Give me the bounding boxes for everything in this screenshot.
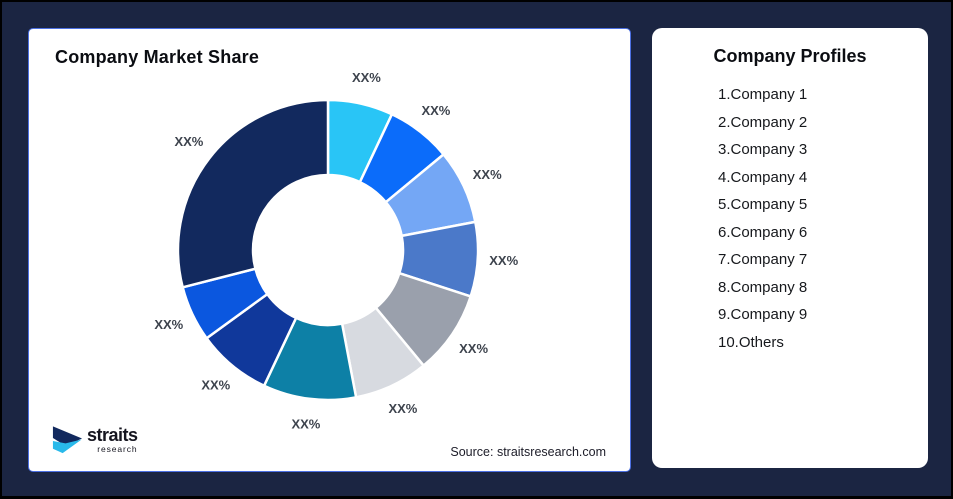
company-profiles-card: Company Profiles 1.Company 1 2.Company 2 3… bbox=[652, 28, 928, 468]
slice-value-label: XX% bbox=[291, 417, 320, 432]
profile-list-item: 5.Company 5 bbox=[718, 196, 808, 213]
logo-subtitle: research bbox=[97, 444, 138, 455]
market-share-donut-chart: XX% XX% XX% XX% XX% XX% XX% XX% XX% XX% bbox=[154, 70, 518, 432]
market-share-card: Company Market Share XX% XX% XX% XX% XX% XX% X… bbox=[28, 28, 631, 472]
slice-value-label: XX% bbox=[201, 378, 230, 393]
profiles-title: Company Profiles bbox=[713, 46, 867, 66]
slice-value-label: XX% bbox=[154, 317, 183, 332]
slice-value-label: XX% bbox=[388, 401, 417, 416]
company-profiles-list: 1.Company 1 2.Company 2 3.Company 3 4.Compa… bbox=[652, 81, 928, 356]
slice-value-label: XX% bbox=[459, 341, 488, 356]
profile-list-item: 6.Company 6 bbox=[718, 223, 808, 241]
slice-value-label: XX% bbox=[174, 134, 203, 149]
profile-list-item: 4.Company 4 bbox=[718, 168, 808, 186]
slice-value-label: XX% bbox=[352, 70, 381, 85]
source-attribution: Source: straitsresearch.com bbox=[450, 445, 606, 459]
logo-wordmark: straits bbox=[87, 425, 138, 446]
profile-list-item: 9.Company 9 bbox=[718, 306, 808, 323]
profile-list-item: 1.Company 1 bbox=[718, 86, 808, 103]
profile-list-item: 3.Company 3 bbox=[718, 141, 808, 158]
slice-value-label: XX% bbox=[421, 103, 450, 118]
straits-research-logo: straits research bbox=[51, 425, 138, 455]
slice-value-label: XX% bbox=[489, 253, 518, 268]
donut-slice-others bbox=[176, 98, 330, 289]
profile-list-item: 2.Company 2 bbox=[718, 113, 808, 131]
slice-value-label: XX% bbox=[473, 167, 502, 182]
profile-list-item: 8.Company 8 bbox=[718, 278, 808, 296]
straits-logo-icon bbox=[52, 426, 83, 454]
profile-list-item: 10.Others bbox=[718, 333, 784, 351]
chart-title: Company Market Share bbox=[55, 47, 260, 67]
profile-list-item: 7.Company 7 bbox=[718, 251, 808, 268]
